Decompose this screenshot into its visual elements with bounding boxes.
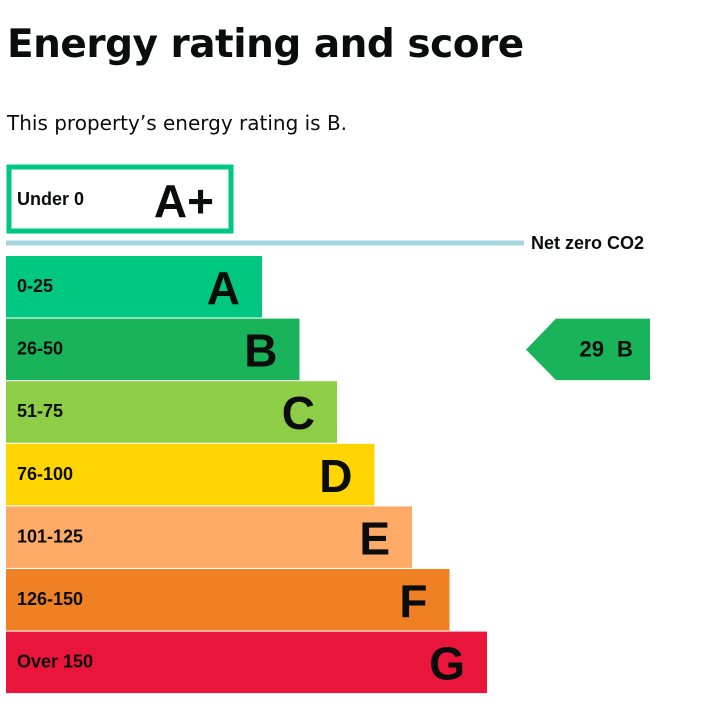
band-c-letter: C	[282, 387, 315, 439]
band-e-range: 101-125	[17, 526, 83, 546]
band-d-bar	[6, 443, 375, 506]
band-g-letter: G	[429, 638, 465, 690]
band-g-bar	[6, 631, 487, 694]
net-zero-label: Net zero CO2	[531, 233, 644, 253]
band-b-bar	[6, 318, 300, 381]
band-c-range: 51-75	[17, 401, 63, 421]
band-c-bar	[6, 381, 337, 443]
band-f-range: 126-150	[17, 589, 83, 609]
current-rating-score: 29	[580, 337, 604, 362]
band-d-letter: D	[319, 450, 352, 502]
band-a-plus-letter: A+	[154, 175, 214, 227]
band-a-letter: A	[207, 262, 240, 314]
band-b-letter: B	[244, 325, 277, 377]
band-a-range: 0-25	[17, 276, 53, 296]
band-a-plus-box	[6, 164, 234, 234]
band-a-bar	[6, 256, 262, 318]
band-g-range: Over 150	[17, 652, 93, 672]
current-rating-arrow	[526, 318, 650, 381]
band-b-range: 26-50	[17, 339, 63, 359]
rating-summary: This property’s energy rating is B.	[7, 111, 348, 135]
band-f-bar	[6, 569, 450, 631]
current-rating-letter: B	[617, 337, 633, 362]
band-d-range: 76-100	[17, 464, 73, 484]
band-e-letter: E	[359, 512, 390, 564]
page-title: Energy rating and score	[7, 22, 524, 67]
band-e-bar	[6, 506, 412, 568]
band-a-plus-range: Under 0	[17, 189, 84, 209]
band-f-letter: F	[399, 575, 427, 627]
